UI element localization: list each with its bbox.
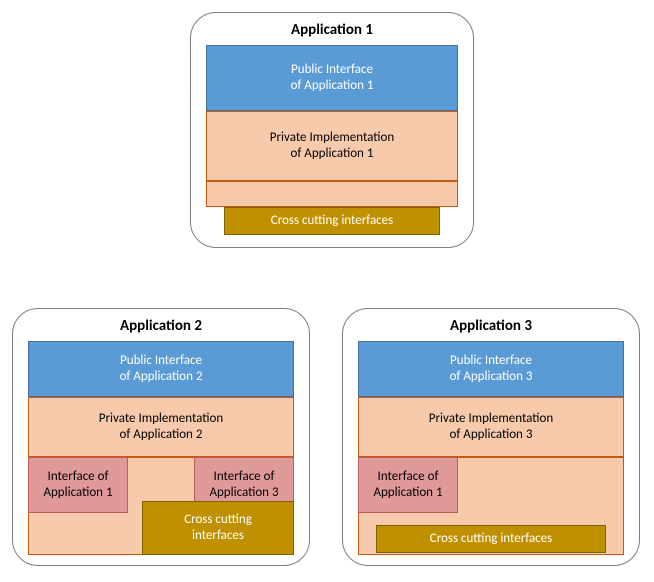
private-block: Private Implementationof Application 1: [206, 111, 458, 181]
spacer-block: [206, 181, 458, 207]
ref-block: Interface ofApplication 1: [28, 457, 128, 513]
cross-block: Cross cuttinginterfaces: [142, 501, 294, 555]
ref-block: Interface ofApplication 1: [358, 457, 458, 513]
app-title: Application 2: [27, 317, 295, 335]
app-card-app3: Application 3 Public Interfaceof Applicat…: [342, 308, 640, 566]
app-card-app2: Application 2 Public Interfaceof Applicat…: [12, 308, 310, 566]
cross-block: Cross cutting interfaces: [376, 525, 606, 553]
public-block: Public Interfaceof Application 3: [358, 341, 624, 397]
app-card-app1: Application 1 Public Interfaceof Applicat…: [190, 12, 474, 248]
public-block: Public Interfaceof Application 2: [28, 341, 294, 397]
app-body: Public Interfaceof Application 1Private …: [206, 45, 458, 237]
app-body: Public Interfaceof Application 2Private …: [28, 341, 294, 555]
architecture-diagram: Application 1 Public Interfaceof Applicat…: [12, 12, 642, 570]
app-title: Application 1: [205, 21, 459, 39]
cross-block: Cross cutting interfaces: [224, 207, 440, 235]
public-block: Public Interfaceof Application 1: [206, 45, 458, 111]
app-body: Public Interfaceof Application 3Private …: [358, 341, 624, 555]
private-block: Private Implementationof Application 3: [358, 397, 624, 457]
private-block: Private Implementationof Application 2: [28, 397, 294, 457]
app-title: Application 3: [357, 317, 625, 335]
